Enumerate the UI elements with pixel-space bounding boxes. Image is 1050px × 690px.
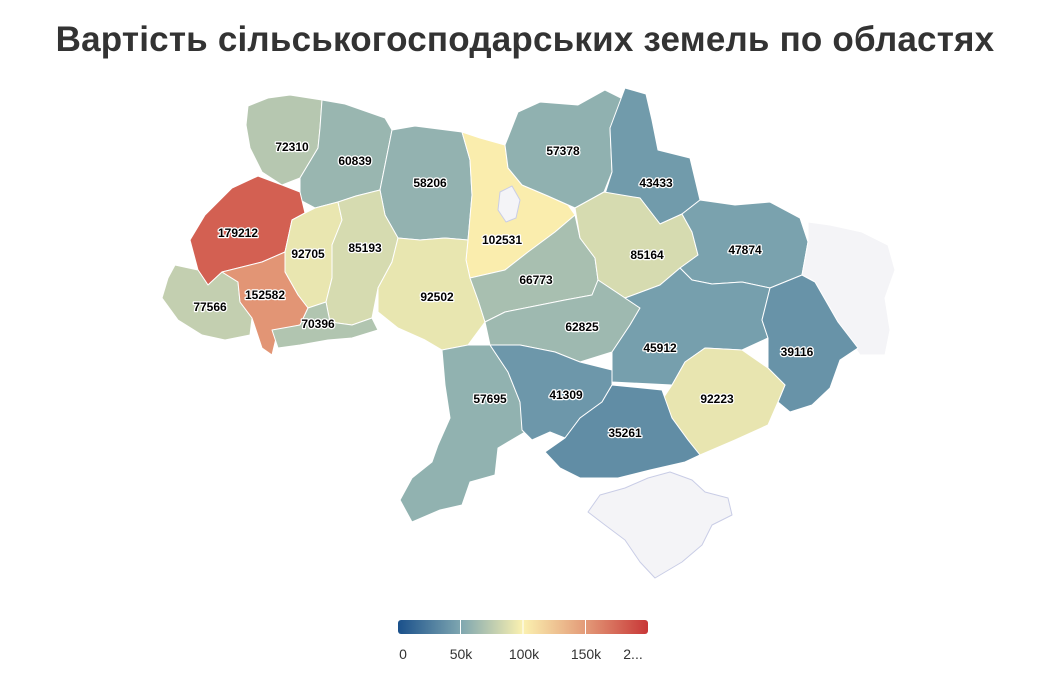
region-value-label: 85193 (348, 241, 382, 255)
region-value-label: 39116 (781, 345, 814, 359)
region-value-label: 70396 (301, 317, 335, 331)
region-zakarpattia[interactable] (161, 264, 253, 341)
region-value-label: 179212 (218, 226, 258, 240)
legend-tick-label: 0 (399, 646, 407, 662)
region-odesa[interactable] (399, 344, 526, 523)
legend-tick-label: 50k (449, 646, 473, 662)
region-value-label: 43433 (639, 176, 673, 190)
legend-tick-label: 100k (508, 646, 540, 662)
region-value-label: 66773 (519, 273, 553, 287)
region-chernivtsi[interactable] (271, 301, 379, 349)
legend-tick-label: 150k (570, 646, 602, 662)
region-value-label: 72310 (275, 140, 309, 154)
region-value-label: 77566 (193, 300, 227, 314)
region-value-label: 92705 (291, 247, 325, 261)
regions-layer (161, 87, 896, 579)
region-value-label: 92223 (700, 392, 734, 406)
region-value-label: 57695 (473, 392, 507, 406)
region-value-label: 85164 (630, 248, 664, 262)
region-value-label: 60839 (338, 154, 372, 168)
region-kyiv-city[interactable] (497, 185, 521, 223)
region-value-label: 152582 (245, 288, 285, 302)
region-kherson[interactable] (544, 384, 701, 479)
region-chernihiv[interactable] (504, 89, 626, 209)
region-value-label: 58206 (413, 176, 447, 190)
legend-tick-label: 2... (623, 646, 643, 662)
region-value-label: 35261 (608, 426, 642, 440)
region-value-label: 45912 (643, 341, 677, 355)
region-value-label: 57378 (546, 144, 580, 158)
region-crimea[interactable] (587, 471, 733, 579)
labels-layer: 72310 60839 58206 102531 57378 43433 179212 927… (192, 139, 815, 442)
region-value-label: 41309 (549, 388, 583, 402)
region-value-label: 102531 (482, 233, 522, 247)
region-value-label: 47874 (728, 243, 762, 257)
region-dnipropetrovsk[interactable] (611, 267, 771, 386)
region-vinnytsia[interactable] (377, 237, 486, 351)
map-title: Вартість сільськогосподарських земель по… (55, 20, 995, 59)
region-value-label: 62825 (565, 320, 599, 334)
region-value-label: 92502 (420, 290, 454, 304)
region-donetsk[interactable] (761, 274, 859, 413)
color-legend (398, 620, 648, 634)
